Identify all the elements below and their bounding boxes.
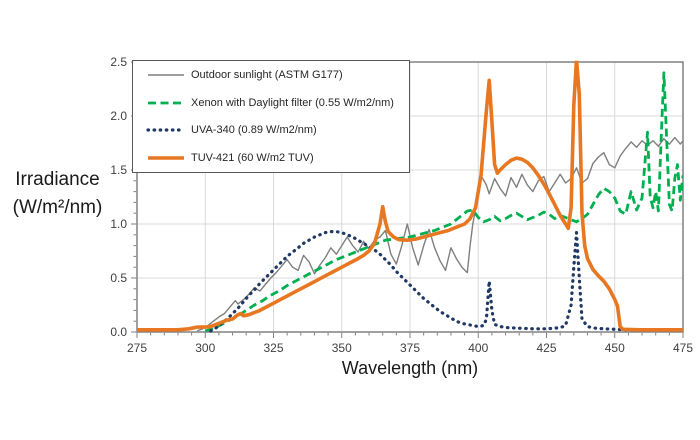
legend-item-outdoor-sunlight-astm-g177: Outdoor sunlight (ASTM G177) (146, 69, 409, 81)
x-tick-label: 275 (127, 341, 147, 355)
x-tick-label: 350 (332, 341, 352, 355)
legend-label: UVA-340 (0.89 W/m2/nm) (191, 124, 317, 137)
y-axis-label-line2: (W/m²/nm) (12, 197, 103, 218)
y-tick-label: 1.5 (110, 163, 127, 177)
x-tick-labels: 275 300 325 350 375 400 425 450 475 (127, 341, 693, 355)
legend-line-sample-uva-340-0-89-w-m2-nm (146, 128, 186, 132)
x-tick-label: 450 (605, 341, 625, 355)
legend-line-sample-tuv-421-60-w-m2-tuv (148, 156, 184, 160)
x-axis-label: Wavelength (nm) (341, 358, 479, 378)
x-tick-label: 400 (468, 341, 488, 355)
legend-item-tuv-421-60-w-m2-tuv: TUV-421 (60 W/m2 TUV) (146, 152, 409, 164)
y-tick-label: 0.5 (110, 271, 127, 285)
legend-line-sample-outdoor-sunlight-astm-g177 (148, 74, 184, 76)
plot-frame (136, 61, 684, 333)
legend-line-sample-xenon-with-daylight-filter-0-55-w-m2-nm (148, 101, 184, 105)
legend-label: TUV-421 (60 W/m2 TUV) (191, 152, 314, 165)
x-tick-label: 325 (263, 341, 283, 355)
legend-item-xenon-with-daylight-filter-0-55-w-m2-nm: Xenon with Daylight filter (0.55 W/m2/nm… (146, 97, 409, 109)
y-axis-label-line1: Irradiance (15, 169, 100, 190)
series-lines (137, 60, 683, 333)
x-tick-label: 425 (536, 341, 556, 355)
y-tick-label: 2.5 (110, 55, 127, 69)
x-tick-label: 475 (673, 341, 693, 355)
series-line-tuv-421-60-w-m2-tuv (137, 60, 683, 332)
series-line-outdoor-sunlight-astm-g177 (196, 136, 683, 332)
legend-label: Outdoor sunlight (ASTM G177) (191, 68, 343, 81)
series-line-xenon-with-daylight-filter-0-55-w-m2-nm (204, 71, 683, 333)
y-tick-labels: 0.0 0.5 1.0 1.5 2.0 2.5 (110, 55, 127, 339)
legend-item-uva-340-0-89-w-m2-nm: UVA-340 (0.89 W/m2/nm) (146, 124, 409, 136)
y-tick-label: 0.0 (110, 325, 127, 339)
y-axis-label: Irradiance (W/m²/nm) (0, 166, 115, 222)
x-tick-label: 375 (400, 341, 420, 355)
y-tick-label: 2.0 (110, 109, 127, 123)
y-tick-label: 1.0 (110, 217, 127, 231)
legend-label: Xenon with Daylight filter (0.55 W/m2/nm… (191, 96, 394, 109)
series-line-uva-340-0-89-w-m2-nm (209, 230, 628, 333)
x-tick-label: 300 (195, 341, 215, 355)
chart-legend: Outdoor sunlight (ASTM G177) Xenon with D… (132, 60, 410, 173)
